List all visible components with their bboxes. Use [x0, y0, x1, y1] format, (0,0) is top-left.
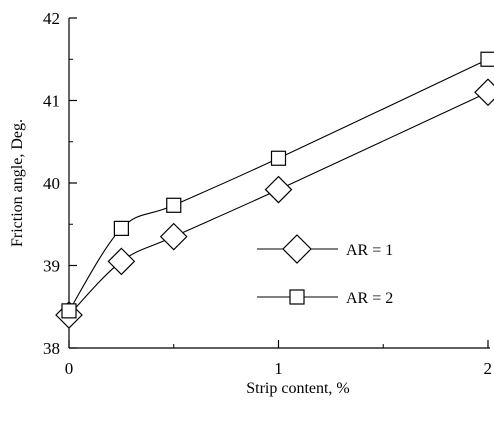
x-ticks: 0 1 2 [65, 340, 492, 378]
y-tick-label-3: 41 [43, 92, 60, 111]
legend-square-marker [289, 289, 305, 305]
series-line-1 [68, 91, 489, 316]
data-point-ar1 [264, 175, 293, 204]
series-line-2 [68, 58, 489, 312]
y-ticks: 38 39 40 41 42 [43, 9, 77, 358]
y-tick-label-0: 38 [43, 339, 60, 358]
data-point-ar2 [166, 197, 182, 213]
data-point-ar2 [270, 150, 287, 166]
x-tick-label-0: 0 [65, 359, 74, 378]
legend-item-ar1: AR = 1 [257, 234, 393, 264]
data-point-ar1 [474, 78, 494, 107]
y-axis-label: Friction angle, Deg. [9, 119, 26, 247]
legend-item-ar2: AR = 2 [257, 289, 393, 307]
legend-diamond-marker [282, 234, 312, 264]
legend: AR = 1 AR = 2 [257, 234, 393, 307]
x-axis-label: Strip content, % [246, 380, 350, 397]
y-tick-label-4: 42 [43, 9, 60, 28]
series-layer [55, 51, 494, 329]
x-tick-label-2: 2 [484, 359, 493, 378]
legend-label-ar2: AR = 2 [346, 290, 393, 307]
data-point-ar2 [113, 220, 129, 236]
y-tick-label-1: 39 [43, 257, 60, 276]
data-point-ar2 [61, 303, 77, 319]
data-point-ar1 [107, 247, 136, 276]
data-point-ar2 [480, 51, 494, 67]
legend-label-ar1: AR = 1 [346, 242, 393, 259]
data-point-ar1 [159, 222, 188, 251]
y-tick-label-2: 40 [43, 174, 60, 193]
x-tick-label-1: 1 [274, 359, 283, 378]
